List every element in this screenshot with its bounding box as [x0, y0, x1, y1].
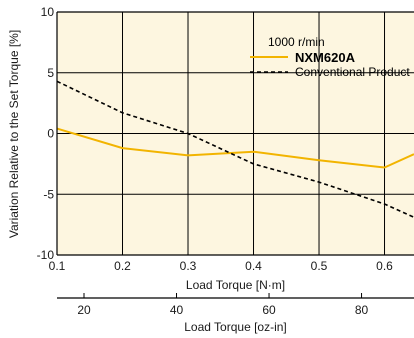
x2-tick-label: 80 — [355, 303, 369, 317]
x2-tick-label: 20 — [77, 303, 91, 317]
x-tick-label: 0.4 — [245, 259, 262, 273]
series-layer — [56, 80, 414, 219]
legend: 1000 r/min NXM620A Conventional Product — [250, 35, 410, 79]
x-axis-title: Load Torque [N·m] — [186, 278, 285, 292]
frame — [56, 11, 414, 256]
x2-tick-label: 60 — [262, 303, 276, 317]
x2-tick-label: 40 — [170, 303, 184, 317]
y-axis-title: Variation Relative to the Set Torque [%] — [7, 30, 21, 238]
y-tick-label: 5 — [47, 66, 54, 80]
y-tick-label: 0 — [47, 127, 54, 141]
y-tick-labels: -10 -5 0 5 10 — [37, 5, 55, 262]
series-line-nxm620a — [56, 127, 414, 169]
legend-label-conventional: Conventional Product — [295, 65, 410, 79]
series-line-conventional-product — [56, 80, 414, 219]
x2-axis-title: Load Torque [oz-in] — [184, 320, 287, 334]
y-tick-label: -10 — [37, 248, 55, 262]
x-tick-labels: 0.1 0.2 0.3 0.4 0.5 0.6 — [49, 259, 394, 273]
x-tick-label: 0.1 — [49, 259, 66, 273]
legend-label-nxm620a: NXM620A — [295, 50, 356, 65]
legend-header: 1000 r/min — [268, 35, 325, 49]
x-tick-label: 0.3 — [180, 259, 197, 273]
y-tick-label: 10 — [41, 5, 55, 19]
x-tick-label: 0.2 — [114, 259, 131, 273]
x-tick-label: 0.5 — [311, 259, 328, 273]
secondary-x-axis: 20 40 60 80 — [57, 293, 414, 317]
y-tick-label: -5 — [43, 187, 54, 201]
x-tick-label: 0.6 — [376, 259, 393, 273]
